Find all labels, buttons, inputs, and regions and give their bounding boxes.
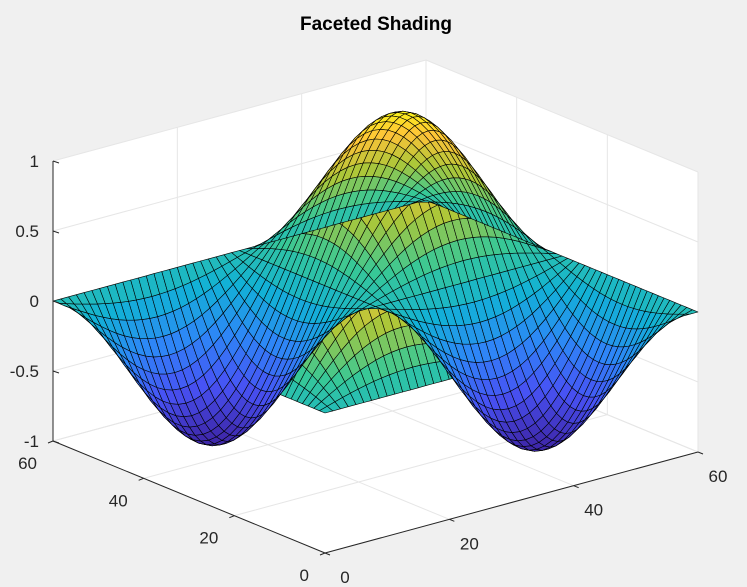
grid-line-z bbox=[425, 129, 699, 243]
x-tick-mark bbox=[573, 485, 579, 489]
grid-line-z bbox=[425, 59, 699, 173]
surface-facet bbox=[417, 199, 433, 203]
z-tick-label: 0 bbox=[30, 292, 39, 311]
z-tick-label: -1 bbox=[24, 432, 39, 451]
z-tick-label: -0.5 bbox=[10, 362, 39, 381]
z-tick-label: 1 bbox=[30, 152, 39, 171]
y-tick-label: 0 bbox=[300, 566, 309, 585]
z-tick-label: 0.5 bbox=[15, 222, 39, 241]
z-tick-mark bbox=[52, 370, 60, 374]
y-tick-label: 60 bbox=[18, 454, 37, 473]
x-tick-mark bbox=[697, 451, 704, 455]
axes bbox=[47, 160, 704, 556]
x-tick-label: 60 bbox=[709, 467, 728, 486]
grid-line-z bbox=[52, 59, 427, 162]
y-tick-mark bbox=[47, 440, 54, 444]
y-tick-label: 40 bbox=[109, 491, 128, 510]
z-tick-mark bbox=[52, 440, 60, 444]
x-tick-mark bbox=[449, 518, 455, 522]
z-tick-mark bbox=[52, 300, 60, 304]
y-tick-mark bbox=[138, 477, 144, 481]
z-tick-mark bbox=[52, 160, 60, 164]
tick-labels: 0 20 40 60 0 20 40 60 -1 -0.5 0 0.5 1 bbox=[10, 152, 728, 587]
y-tick-mark bbox=[319, 552, 326, 556]
surface-mesh bbox=[52, 110, 699, 452]
x-tick-label: 0 bbox=[340, 568, 349, 587]
grid-line-y bbox=[143, 376, 517, 479]
y-tick-label: 20 bbox=[199, 529, 218, 548]
x-tick-label: 40 bbox=[584, 501, 603, 520]
z-tick-mark bbox=[52, 230, 60, 234]
chart-title: Faceted Shading bbox=[300, 14, 452, 35]
x-tick-mark bbox=[324, 552, 331, 556]
y-tick-mark bbox=[229, 515, 235, 519]
x-axis-line bbox=[324, 451, 699, 554]
x-tick-label: 20 bbox=[460, 534, 479, 553]
y-axis-line bbox=[52, 440, 326, 554]
